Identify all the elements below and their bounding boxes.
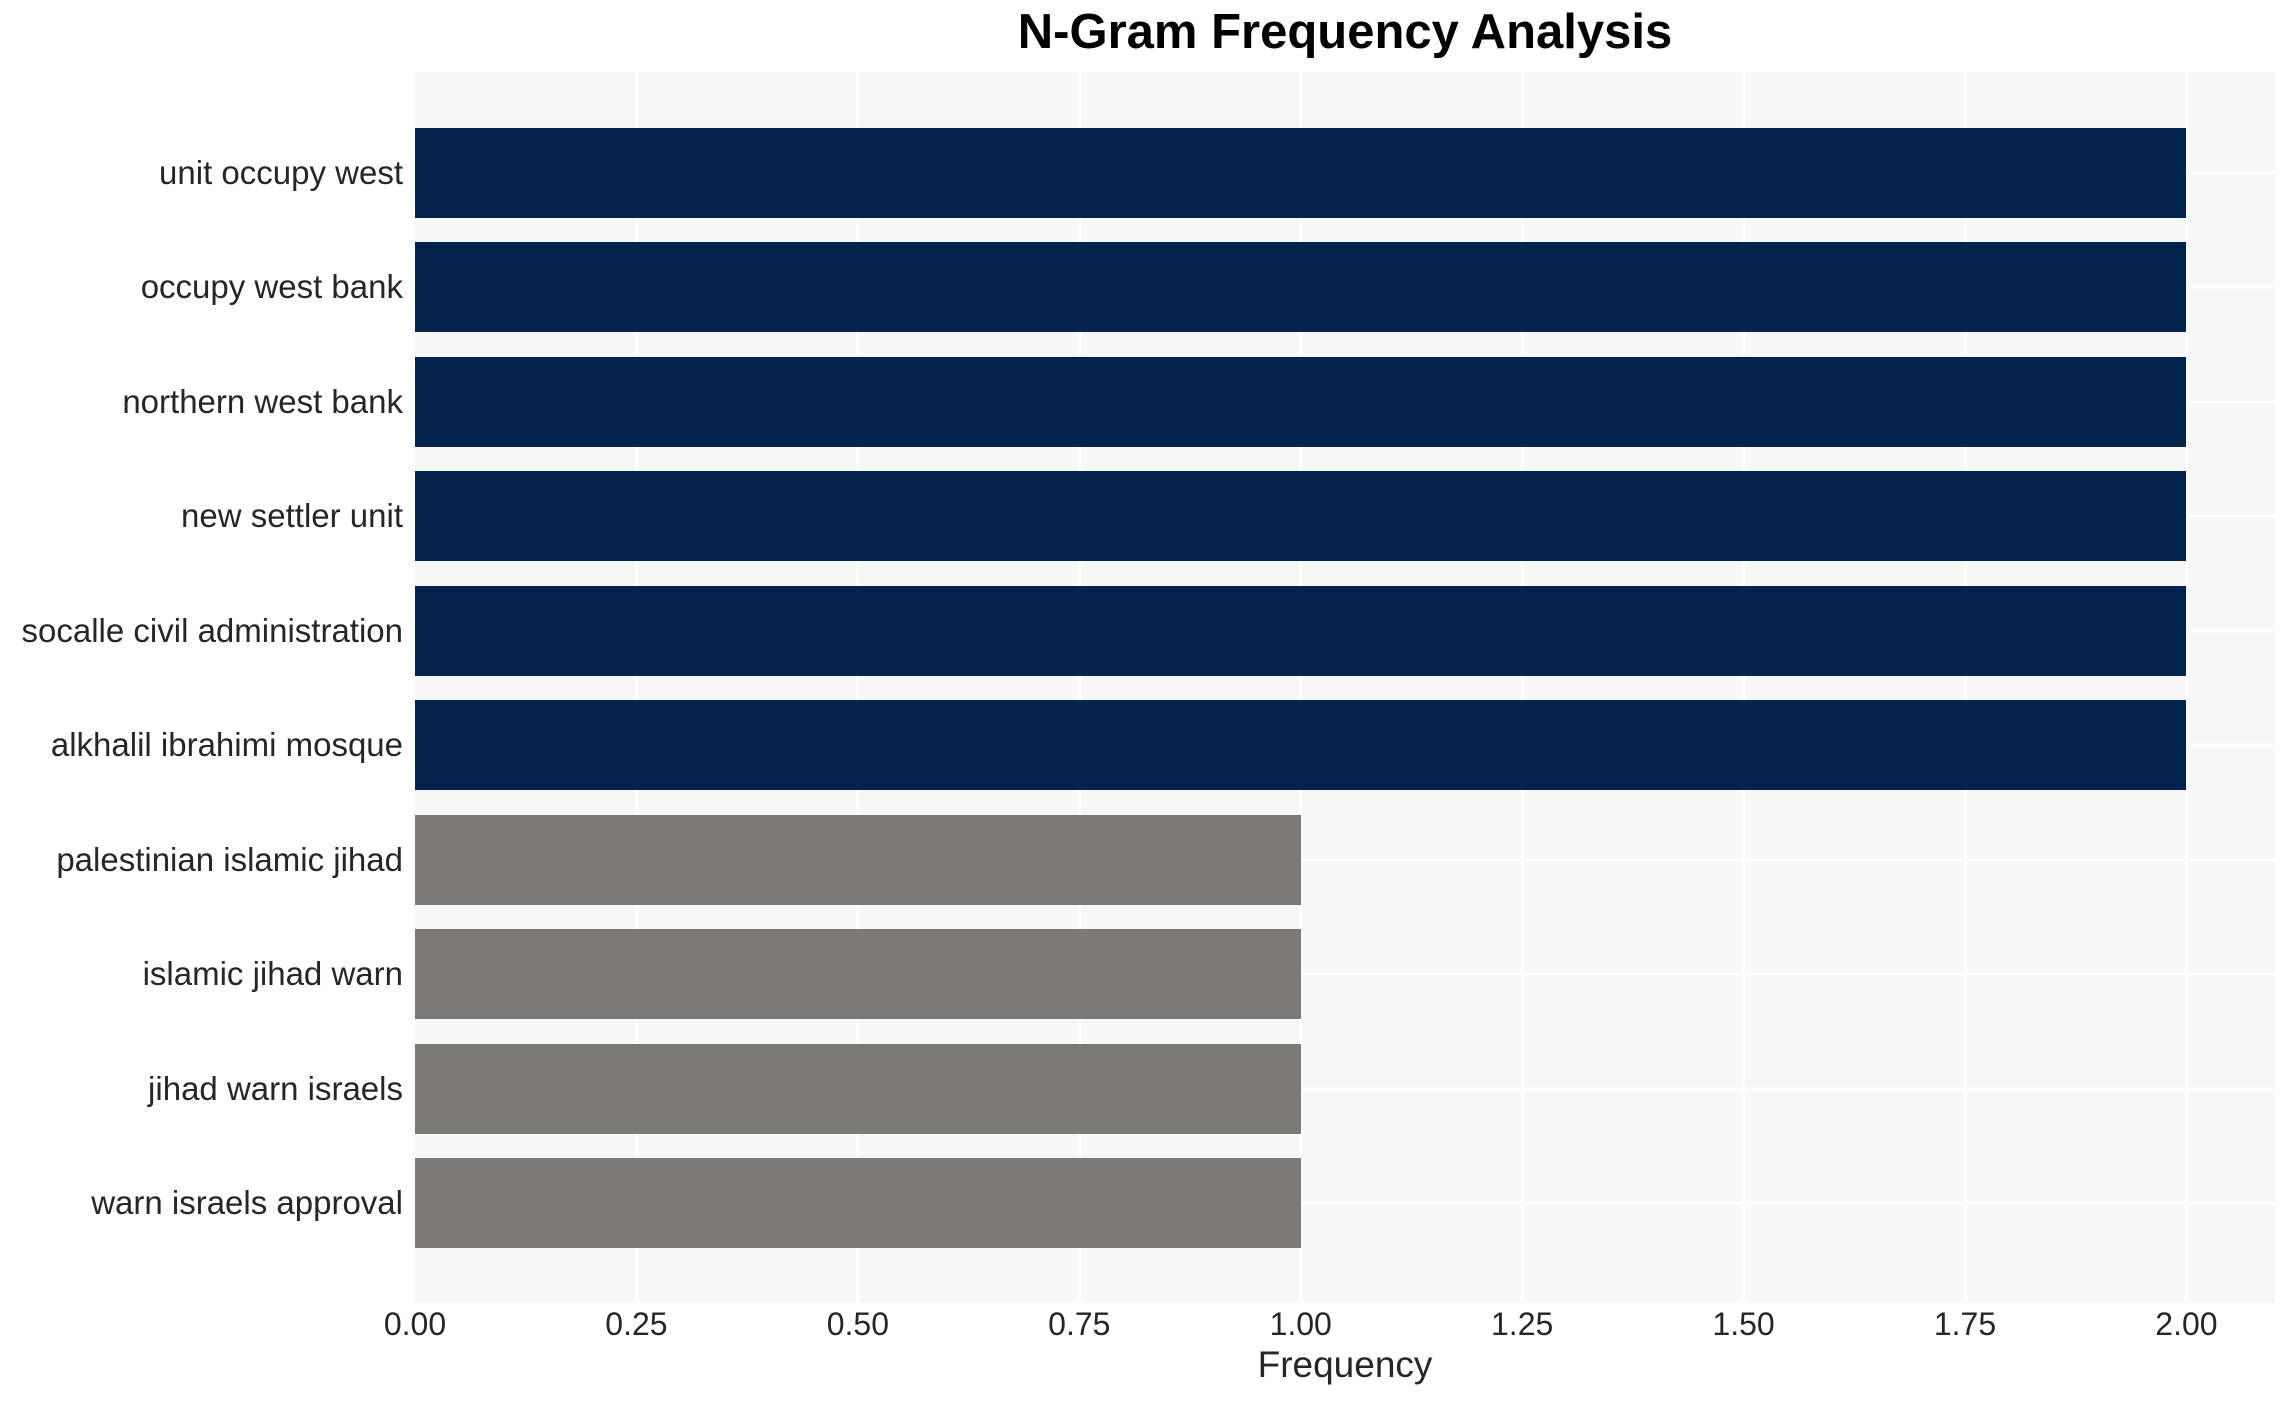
vertical-gridline (1299, 72, 1303, 1302)
category-label: islamic jihad warn (142, 955, 403, 993)
vertical-gridline (1077, 72, 1081, 1302)
bar (415, 700, 2187, 791)
category-label: northern west bank (122, 382, 403, 420)
bar-row: alkhalil ibrahimi mosque (51, 700, 2275, 791)
x-tick-label: 2.00 (2155, 1306, 2218, 1342)
horizontal-gridline (415, 1087, 2275, 1090)
bar-row: warn israels approval (91, 1157, 2275, 1248)
x-tick-label: 1.25 (1491, 1306, 1554, 1342)
bar-row: occupy west bank (141, 242, 2275, 333)
bar (415, 814, 1301, 905)
vertical-gridline (856, 72, 860, 1302)
bar-row: islamic jihad warn (143, 929, 2275, 1020)
x-tick-label: 0.00 (383, 1306, 447, 1342)
vertical-gridline (1520, 72, 1524, 1302)
bar (415, 585, 2187, 676)
bar-row: jihad warn israels (148, 1043, 2275, 1134)
x-axis-label: Frequency (1257, 1344, 1433, 1385)
bar-row: northern west bank (122, 356, 2275, 447)
category-label: socalle civil administration (21, 611, 403, 649)
bar (415, 356, 2187, 447)
bar-row: unit occupy west (159, 128, 2275, 218)
bar (415, 929, 1301, 1020)
bar-row: palestinian islamic jihad (56, 814, 2275, 905)
horizontal-gridline (415, 1201, 2275, 1205)
bars-container: unit occupy west occupy west bank northern… (22, 72, 2275, 1302)
bar (415, 471, 2187, 562)
x-tick-label: 1.75 (1933, 1306, 1997, 1342)
horizontal-gridline (415, 858, 2275, 862)
vertical-gridline (1963, 72, 1967, 1302)
x-tick-label: 1.00 (1269, 1306, 1332, 1342)
x-tick-label: 0.75 (1048, 1306, 1111, 1342)
category-label: palestinian islamic jihad (56, 840, 403, 878)
vertical-gridline (634, 72, 638, 1302)
chart-title: N-Gram Frequency Analysis (1017, 5, 1673, 59)
vertical-gridline (1742, 72, 1746, 1302)
category-label: alkhalil ibrahimi mosque (50, 726, 403, 764)
horizontal-gridline (415, 972, 2275, 976)
bar (415, 128, 2187, 218)
category-label: warn israels approval (91, 1183, 403, 1221)
x-tick-label: 0.50 (826, 1306, 889, 1342)
category-label: new settler unit (181, 497, 403, 535)
x-tick-label: 1.50 (1712, 1306, 1775, 1342)
vertical-gridline (2184, 72, 2188, 1302)
category-label: occupy west bank (140, 268, 403, 306)
x-tick-label: 0.25 (605, 1306, 668, 1342)
plot-area: unit occupy west occupy west bank northern… (22, 72, 2275, 1302)
bar (415, 242, 2187, 333)
x-axis-tick-labels: 0.00 0.25 0.50 0.75 1.00 1.25 1.50 1.75 2.00 (0, 1306, 2294, 1346)
bar-row: socalle civil administration (22, 585, 2275, 676)
bar (415, 1157, 1301, 1248)
category-label: jihad warn israels (148, 1069, 403, 1107)
bar-row: new settler unit (181, 471, 2275, 562)
bar (415, 1043, 1301, 1134)
category-label: unit occupy west (159, 154, 403, 191)
